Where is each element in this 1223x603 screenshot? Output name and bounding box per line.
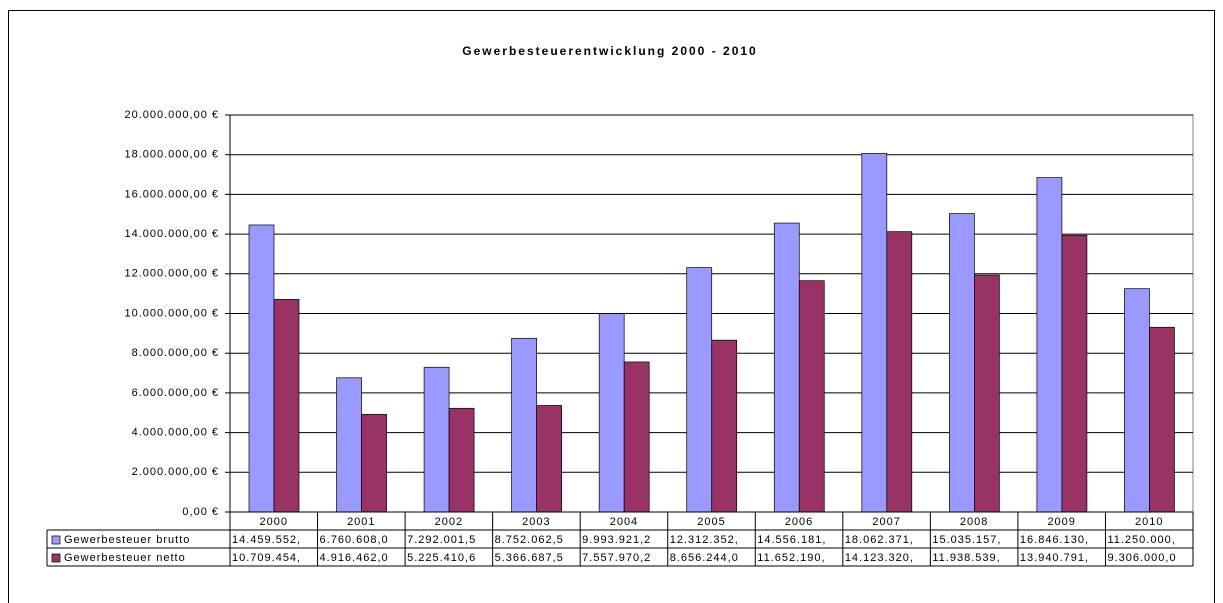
bar — [273, 299, 300, 513]
data-label: 9.993.921,2 — [582, 534, 651, 546]
data-label: 14.556.181, — [757, 534, 826, 546]
x-tick-label: 2002 — [435, 516, 463, 528]
x-tick-label: 2003 — [522, 516, 550, 528]
bar — [886, 231, 913, 513]
bar — [511, 337, 537, 513]
data-label: 8.656.244,0 — [670, 552, 739, 564]
x-tick-label: 2009 — [1047, 516, 1075, 528]
x-tick-label: 2000 — [260, 516, 288, 528]
y-tick-label: 16.000.000,00 € — [124, 188, 219, 200]
bar — [798, 280, 825, 513]
legend-label: Gewerbesteuer netto — [64, 552, 186, 564]
bar — [686, 267, 713, 513]
data-label: 14.123.320, — [845, 552, 914, 564]
data-label: 18.062.371, — [845, 534, 914, 546]
x-tick-label: 2008 — [960, 516, 988, 528]
y-tick-label: 2.000.000,00 € — [132, 466, 219, 478]
x-tick-label: 2006 — [785, 516, 813, 528]
y-tick-label: 12.000.000,00 € — [124, 268, 219, 280]
y-tick-label: 18.000.000,00 € — [124, 149, 219, 161]
data-label: 16.846.130, — [1020, 534, 1089, 546]
bar — [1061, 234, 1088, 513]
data-label: 15.035.157, — [932, 534, 1001, 546]
y-tick-label: 8.000.000,00 € — [132, 347, 219, 359]
y-tick-label: 0,00 € — [182, 506, 219, 518]
bar — [423, 366, 450, 513]
data-label: 7.292.001,5 — [407, 534, 476, 546]
bar — [448, 407, 475, 513]
bar — [336, 377, 362, 513]
y-tick-label: 4.000.000,00 € — [132, 427, 219, 439]
legend-label: Gewerbesteuer brutto — [64, 534, 190, 546]
legend-swatch — [51, 535, 61, 545]
bar — [248, 224, 275, 513]
bar — [598, 313, 625, 513]
data-label: 5.225.410,6 — [407, 552, 476, 564]
bar — [536, 405, 562, 513]
data-label: 13.940.791, — [1020, 552, 1089, 564]
bar — [861, 153, 888, 513]
data-label: 5.366.687,5 — [495, 552, 564, 564]
x-tick-label: 2007 — [872, 516, 900, 528]
bar — [773, 222, 800, 513]
legend-swatch — [51, 553, 61, 563]
y-tick-label: 14.000.000,00 € — [124, 228, 219, 240]
bar — [711, 339, 738, 513]
x-tick-label: 2010 — [1135, 516, 1163, 528]
data-label: 12.312.352, — [670, 534, 739, 546]
y-tick-label: 20.000.000,00 € — [124, 109, 219, 121]
bar — [361, 414, 387, 513]
data-label: 11.938.539, — [932, 552, 1000, 564]
bar — [949, 213, 975, 513]
x-tick-label: 2001 — [347, 516, 375, 528]
x-tick-label: 2005 — [697, 516, 725, 528]
data-label: 11.250.000, — [1107, 534, 1175, 546]
data-label: 7.557.970,2 — [582, 552, 651, 564]
data-label: 11.652.190, — [757, 552, 825, 564]
x-tick-label: 2004 — [610, 516, 638, 528]
y-tick-label: 6.000.000,00 € — [132, 387, 219, 399]
bar — [1149, 326, 1175, 513]
data-label: 10.709.454, — [232, 552, 301, 564]
bar — [623, 361, 650, 513]
bar — [974, 274, 1000, 513]
data-label: 14.459.552, — [232, 534, 301, 546]
y-tick-label: 10.000.000,00 € — [124, 307, 219, 319]
bar — [1036, 177, 1063, 513]
data-label: 8.752.062,5 — [495, 534, 564, 546]
data-label: 9.306.000,0 — [1107, 552, 1176, 564]
bar — [1124, 288, 1150, 513]
data-label: 6.760.608,0 — [320, 534, 389, 546]
chart-title: Gewerbesteuerentwicklung 2000 - 2010 — [462, 44, 757, 58]
data-label: 4.916.462,0 — [320, 552, 389, 564]
